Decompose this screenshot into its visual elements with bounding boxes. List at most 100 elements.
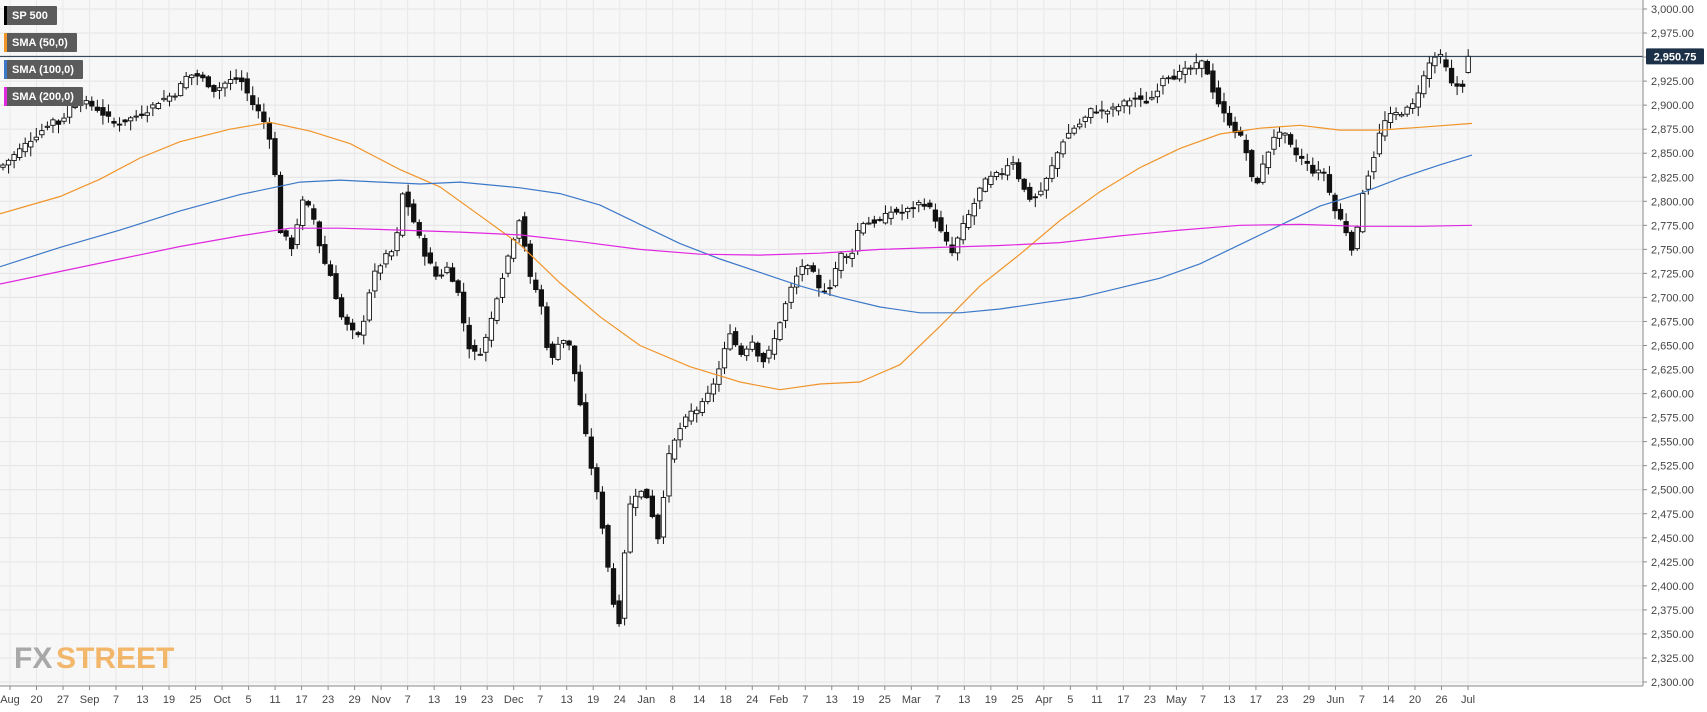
y-tick-label: 2,925.00: [1651, 76, 1694, 88]
x-tick-label: 23: [1144, 694, 1156, 706]
candle-body: [805, 265, 811, 270]
candle-body: [1054, 152, 1061, 169]
candle-body: [699, 401, 705, 413]
candle-body: [449, 267, 456, 282]
candle-body: [416, 222, 422, 236]
candle-body: [810, 265, 816, 272]
candle-body: [971, 202, 977, 217]
candle-body: [1193, 62, 1199, 70]
x-tick-label: Jan: [637, 694, 655, 706]
x-tick-label: Jul: [1461, 694, 1475, 706]
candle-body: [771, 338, 778, 355]
candle-body: [982, 178, 989, 192]
candle-body: [649, 495, 656, 517]
candle-body: [116, 123, 123, 126]
candle-body: [455, 280, 461, 293]
x-tick-label: 13: [826, 694, 838, 706]
candle-body: [843, 255, 850, 258]
candle-body: [1099, 109, 1105, 112]
candle-body: [949, 244, 955, 254]
candle-body: [1176, 70, 1183, 80]
sma-200-line: [0, 223, 1473, 285]
y-tick-label: 2,775.00: [1651, 220, 1694, 232]
candle-body: [1365, 175, 1371, 190]
candle-body: [28, 140, 34, 148]
candle-body: [688, 410, 694, 422]
candle-body: [499, 277, 506, 298]
x-tick-label: 7: [1359, 694, 1365, 706]
candle-body: [61, 117, 67, 122]
legend-sma-200[interactable]: SMA (200,0): [4, 87, 83, 106]
legend-sp500[interactable]: SP 500: [4, 6, 57, 25]
candle-body: [266, 121, 273, 140]
candle-body: [966, 214, 972, 228]
candle-body: [155, 103, 162, 109]
candle-body: [388, 251, 395, 257]
candle-body: [189, 74, 195, 79]
y-tick-label: 2,750.00: [1651, 244, 1694, 256]
y-tick-label: 3,000.00: [1651, 4, 1694, 16]
candle-body: [166, 95, 173, 102]
candle-body: [1004, 165, 1011, 176]
candle-body: [544, 306, 550, 348]
candle-body: [638, 490, 644, 498]
candle-body: [860, 223, 866, 234]
y-tick-label: 2,675.00: [1651, 316, 1694, 328]
candle-body: [1071, 127, 1077, 134]
x-tick-label: Feb: [769, 694, 788, 706]
candle-body: [610, 568, 617, 605]
x-tick-label: 13: [1223, 694, 1235, 706]
candle-body: [161, 97, 167, 101]
legend-sma-50[interactable]: SMA (50,0): [4, 33, 77, 52]
candle-body: [1154, 90, 1161, 98]
sma-lines: [0, 121, 1473, 391]
candle-body: [94, 106, 101, 111]
y-tick-label: 2,400.00: [1651, 581, 1694, 593]
candle-body: [999, 173, 1005, 176]
candle-body: [749, 341, 755, 350]
candle-body: [1182, 67, 1188, 75]
candle-body: [211, 85, 217, 92]
grid: [0, 0, 1643, 686]
y-tick-label: 2,450.00: [1651, 533, 1694, 545]
candle-body: [255, 104, 261, 112]
x-tick-label: Nov: [371, 694, 391, 706]
candle-body: [272, 138, 278, 176]
candle-body: [1104, 110, 1111, 115]
candle-body: [294, 224, 300, 245]
candle-body: [738, 345, 744, 355]
candle-body: [1249, 150, 1255, 178]
candle-body: [599, 491, 606, 529]
y-tick-label: 2,525.00: [1651, 461, 1694, 473]
watermark-street: STREET: [56, 642, 174, 675]
candle-body: [1149, 96, 1155, 100]
candle-body: [560, 340, 567, 344]
candle-body: [333, 273, 339, 300]
y-tick-label: 2,600.00: [1651, 389, 1694, 401]
candle-body: [960, 223, 966, 241]
candle-body: [1199, 60, 1205, 69]
candle-body: [932, 209, 939, 222]
candle-body: [17, 148, 23, 158]
candle-body: [505, 255, 511, 274]
candle-body: [694, 409, 700, 415]
candle-body: [1393, 111, 1399, 116]
candle-body: [849, 252, 855, 259]
candle-body: [44, 125, 51, 128]
candle-body: [305, 201, 311, 206]
x-tick-label: 19: [985, 694, 997, 706]
x-tick-label: 5: [1067, 694, 1073, 706]
candle-body: [871, 219, 878, 224]
candle-body: [910, 207, 916, 210]
x-tick-label: 13: [428, 694, 440, 706]
candle-body: [1060, 141, 1066, 155]
legend-sma-100[interactable]: SMA (100,0): [4, 60, 83, 79]
legend-label: SMA (100,0): [12, 63, 74, 76]
x-tick-label: 11: [1091, 694, 1102, 706]
candle-body: [177, 83, 184, 97]
candle-body: [1299, 155, 1305, 159]
candle-body: [577, 371, 583, 406]
candle-body: [338, 297, 345, 318]
legend-swatch-sma-50: [4, 33, 7, 52]
x-tick-label: 7: [113, 694, 119, 706]
